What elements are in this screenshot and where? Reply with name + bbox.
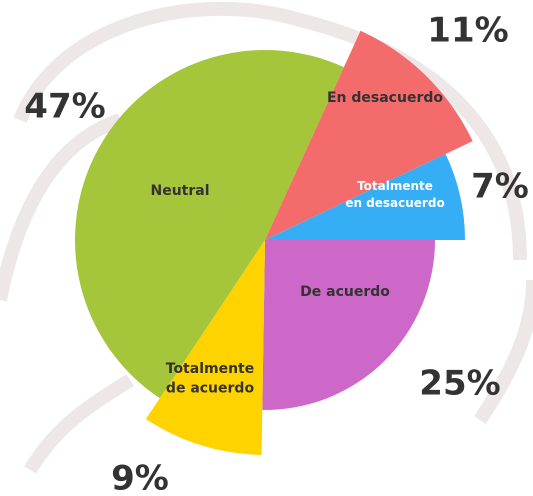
pie-slice <box>265 30 473 241</box>
slice-label: En desacuerdo <box>327 90 443 106</box>
slice-label-line: de acuerdo <box>166 381 255 397</box>
slice-label: Neutral <box>150 183 209 199</box>
slice-label-line: en desacuerdo <box>345 196 444 210</box>
pie-slice <box>265 154 465 240</box>
pie-slice <box>75 49 344 399</box>
pie-slice <box>145 240 265 455</box>
slice-label-line: Totalmente <box>166 361 254 377</box>
slice-label: Totalmente en desacuerdo <box>345 179 444 210</box>
slice-label-line: Totalmente <box>357 179 433 193</box>
percent-label: 47% <box>24 87 105 127</box>
pie-slice <box>262 240 435 410</box>
slice-label: Totalmente de acuerdo <box>166 361 255 397</box>
background-pattern <box>0 1 533 474</box>
percent-label: 7% <box>471 167 529 207</box>
slice-label: De acuerdo <box>300 284 390 300</box>
percent-label: 11% <box>427 11 508 51</box>
percent-label: 25% <box>419 364 500 404</box>
percent-label: 9% <box>111 459 169 496</box>
